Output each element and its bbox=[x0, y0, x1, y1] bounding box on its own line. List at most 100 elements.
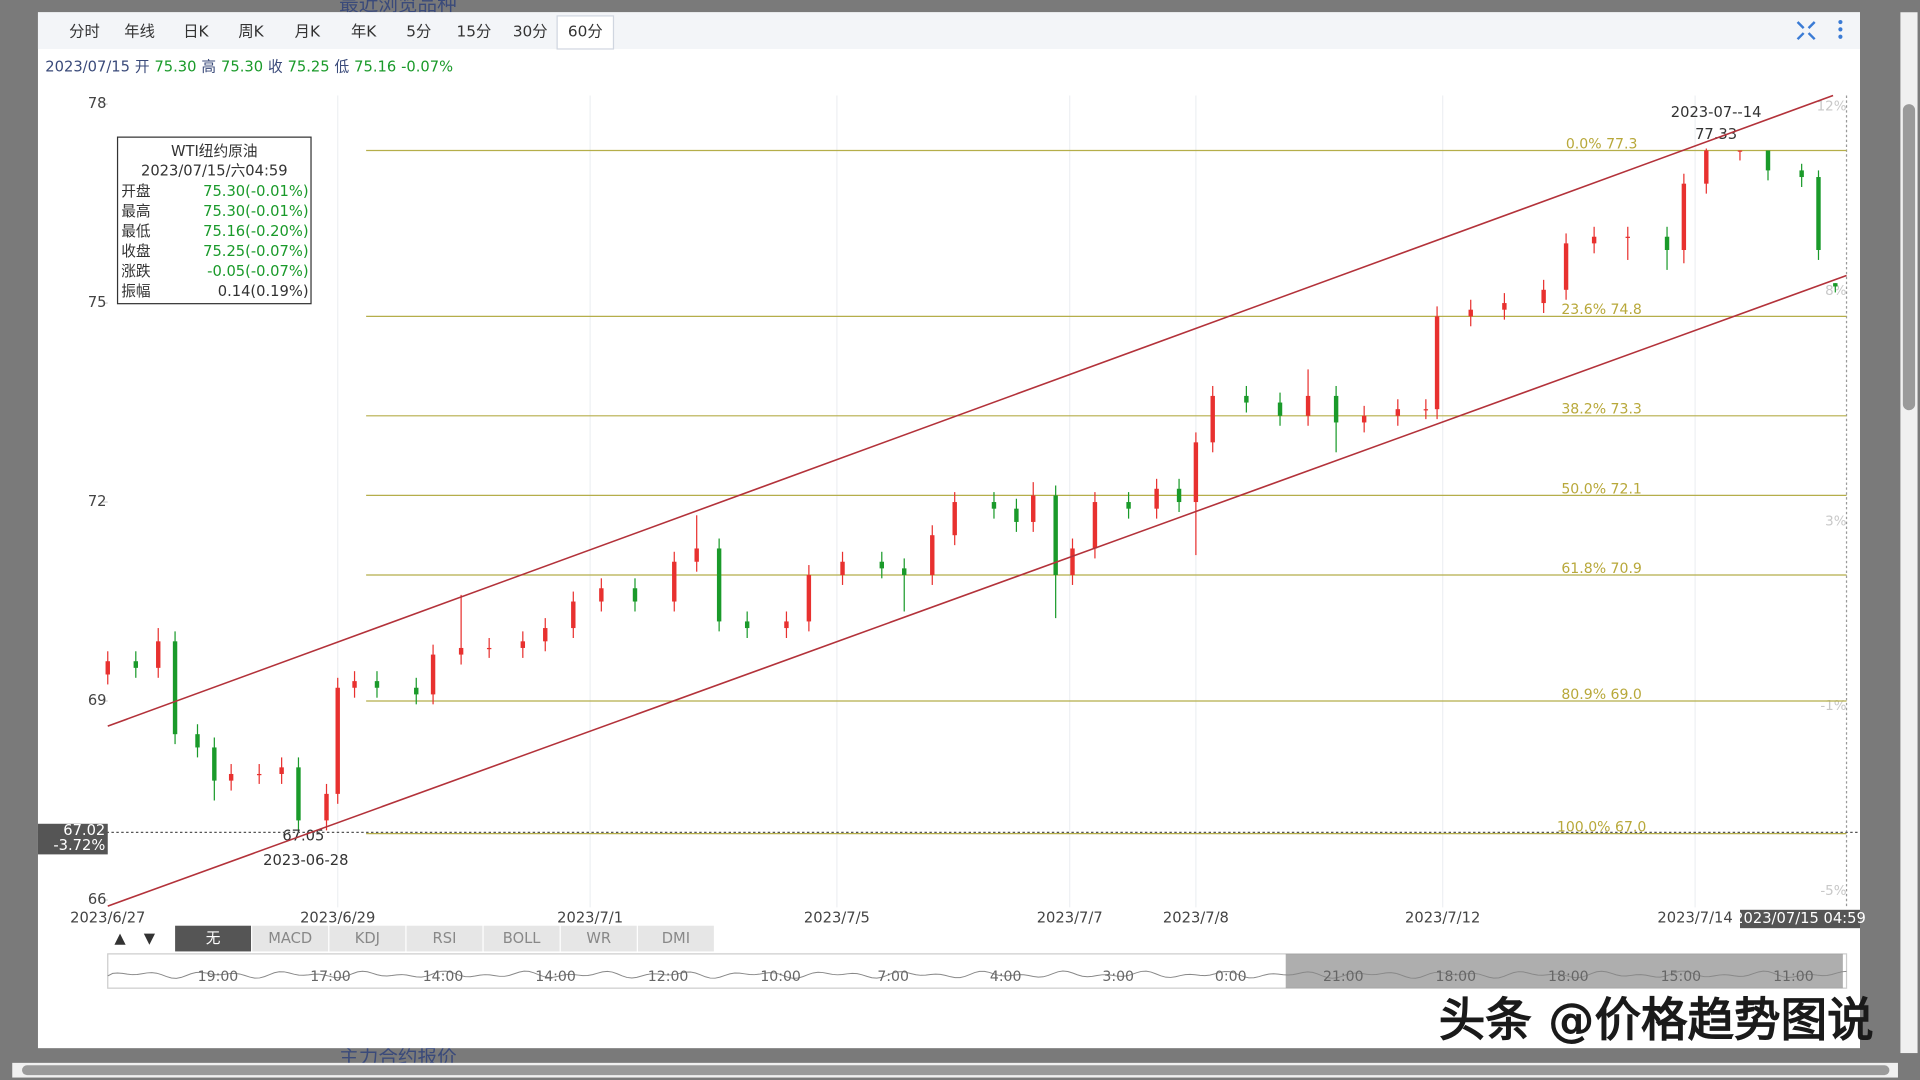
candle-body bbox=[212, 747, 217, 781]
channel-upper bbox=[107, 94, 1834, 727]
toolbar-tab[interactable]: 周K bbox=[238, 22, 264, 40]
navigator-label: 21:00 bbox=[1323, 969, 1364, 985]
info-label: 最低 bbox=[121, 223, 151, 240]
candle-body bbox=[1468, 309, 1473, 317]
candle-body bbox=[335, 687, 340, 794]
candle-body bbox=[1210, 395, 1215, 443]
toolbar-tab[interactable]: 60分 bbox=[568, 22, 603, 40]
toolbar-tab[interactable]: 日K bbox=[183, 22, 209, 40]
navigator-window[interactable] bbox=[1285, 953, 1843, 989]
menu-dot[interactable] bbox=[1838, 34, 1843, 39]
candle-body bbox=[716, 548, 722, 622]
arrow-up[interactable]: ▲ bbox=[114, 930, 126, 947]
fib-label: 38.2% 73.3 bbox=[1561, 402, 1642, 418]
indicator-tab[interactable]: RSI bbox=[433, 930, 457, 947]
candle-body bbox=[256, 773, 262, 776]
candle-body bbox=[296, 767, 301, 821]
candle-body bbox=[105, 661, 110, 675]
indicator-tab[interactable]: WR bbox=[586, 930, 611, 947]
indicator-tab-bg[interactable] bbox=[637, 925, 714, 952]
indicator-tab-bg[interactable] bbox=[483, 925, 560, 952]
candle-body bbox=[430, 654, 436, 695]
indicator-tab-bg[interactable] bbox=[252, 925, 329, 952]
info-frame bbox=[116, 136, 312, 305]
candle-body bbox=[1126, 502, 1131, 509]
y-tick-label: 66 bbox=[88, 891, 107, 908]
quote-open: 75.30 bbox=[154, 58, 196, 75]
indicator-tab-bg[interactable] bbox=[560, 925, 637, 952]
time-box bbox=[1740, 909, 1860, 929]
toolbar-tab[interactable]: 月K bbox=[295, 22, 321, 40]
menu-dot[interactable] bbox=[1838, 19, 1843, 25]
info-title: WTI纽约原油 bbox=[171, 143, 258, 160]
channel-lower bbox=[107, 274, 1847, 907]
indicator-tab[interactable]: MACD bbox=[268, 930, 312, 947]
candle-body bbox=[133, 661, 139, 668]
toolbar-tab[interactable]: 15分 bbox=[456, 22, 491, 40]
info-label: 开盘 bbox=[121, 182, 151, 200]
candle-body bbox=[952, 502, 957, 536]
crosshair-box bbox=[37, 823, 108, 855]
quote-high: 75.30 bbox=[221, 58, 263, 75]
fullscreen-icon[interactable] bbox=[1796, 21, 1816, 41]
candle-body bbox=[1799, 170, 1804, 178]
candle-body bbox=[1244, 395, 1249, 403]
fib-label: 50.0% 72.1 bbox=[1561, 481, 1642, 497]
info-value: 75.16(-0.20%) bbox=[203, 223, 308, 240]
toolbar-tab[interactable]: 5分 bbox=[406, 22, 431, 40]
toolbar-tab[interactable]: 30分 bbox=[513, 22, 548, 40]
y-tick-label: 75 bbox=[88, 294, 107, 311]
panel bbox=[37, 12, 1860, 1049]
arrow-down[interactable]: ▼ bbox=[144, 930, 156, 947]
indicator-tab[interactable]: DMI bbox=[662, 930, 690, 947]
navigator-label: 10:00 bbox=[760, 969, 801, 985]
candle-body bbox=[414, 687, 419, 695]
info-datetime: 2023/07/15/六04:59 bbox=[141, 162, 288, 179]
indicator-tab[interactable]: BOLL bbox=[503, 930, 542, 947]
quote-open-label: 开 bbox=[135, 58, 150, 75]
candle-body bbox=[1423, 409, 1429, 411]
indicator-tab-bg[interactable] bbox=[406, 925, 483, 952]
toolbar-icons[interactable] bbox=[1796, 19, 1843, 41]
indicator-tab-bg[interactable] bbox=[329, 925, 406, 952]
bg-title: 主力合约报价 bbox=[339, 1045, 456, 1068]
candle-body bbox=[599, 588, 604, 602]
candle-body bbox=[279, 767, 284, 774]
toolbar bbox=[37, 12, 1860, 49]
tab-active[interactable] bbox=[556, 15, 615, 50]
candle-body bbox=[1681, 183, 1687, 250]
candle-body bbox=[694, 548, 699, 562]
candle-body bbox=[1070, 548, 1075, 575]
navigator-label: 18:00 bbox=[1436, 969, 1477, 985]
candle-body bbox=[324, 793, 329, 821]
candle-body bbox=[571, 601, 576, 629]
indicator-tab-bg[interactable] bbox=[175, 925, 252, 952]
quote-high-label: 高 bbox=[201, 58, 216, 75]
indicator-tab[interactable]: KDJ bbox=[355, 930, 380, 947]
x-tick-label: 2023/7/8 bbox=[1163, 909, 1229, 926]
candle-body bbox=[1563, 243, 1569, 290]
indicator-tab[interactable]: 无 bbox=[206, 930, 221, 947]
candle-body bbox=[840, 561, 845, 575]
menu-dot[interactable] bbox=[1838, 27, 1843, 32]
quote-low-label: 低 bbox=[335, 58, 350, 75]
candle-body bbox=[632, 588, 638, 602]
candle-body bbox=[1305, 395, 1311, 416]
info-value: 0.14(0.19%) bbox=[218, 283, 309, 300]
info-box: WTI纽约原油 2023/07/15/六04:59 开盘 75.30(-0.01%) 最… bbox=[116, 136, 312, 305]
candle-body bbox=[902, 568, 907, 575]
candle-body bbox=[543, 628, 548, 642]
candle-body bbox=[1176, 488, 1182, 503]
navigator-label: 3:00 bbox=[1102, 969, 1134, 985]
toolbar-tab[interactable]: 分时 bbox=[69, 22, 100, 40]
toolbar-tab[interactable]: 年K bbox=[351, 22, 377, 40]
y2-tick-label: -1% bbox=[1820, 699, 1846, 714]
toolbar-tab[interactable]: 年线 bbox=[124, 22, 155, 40]
h-scroll-thumb[interactable] bbox=[22, 1065, 1890, 1076]
y2-tick-label: 12% bbox=[1817, 99, 1847, 114]
candle-body bbox=[374, 681, 380, 688]
candle-body bbox=[1664, 236, 1670, 250]
x-tick-label: 2023/7/1 bbox=[557, 909, 623, 926]
scroll-thumb[interactable] bbox=[1902, 104, 1916, 411]
